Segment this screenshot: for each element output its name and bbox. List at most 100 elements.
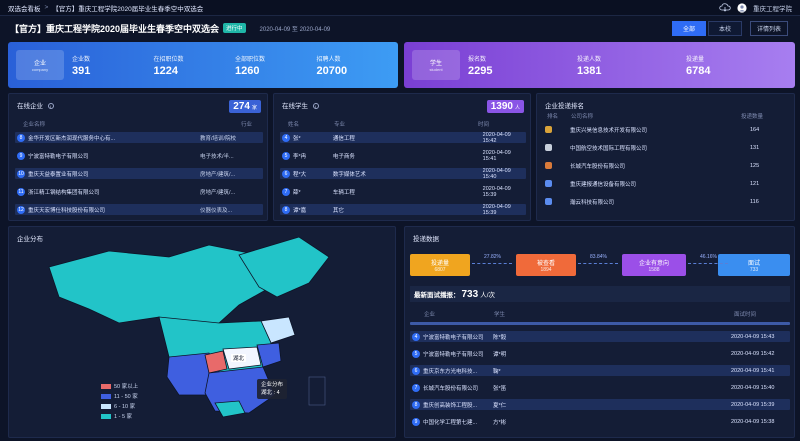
company-name: 中国航空技术国际工程有限公司	[570, 145, 648, 152]
table-row[interactable]: 6 重庆京东方光电科技... 鞠* 2020-04-09 15:41	[410, 365, 790, 376]
stat-label: 在招职位数	[153, 56, 184, 63]
time: 2020-04-09 15:41	[731, 367, 775, 374]
interview-broadcast: 最新面试播报： 733 人/次	[410, 286, 790, 302]
table-row[interactable]: 7 长城汽车股份有限公司 张*笛 2020-04-09 15:40	[410, 382, 790, 393]
student-icon-sub: student	[429, 67, 443, 72]
map-region-guangdong[interactable]	[214, 400, 246, 418]
legend-label: 11 - 50 家	[114, 394, 138, 400]
industry: 教育/培训/院校	[200, 135, 237, 142]
table-row[interactable]: 8 谭*嘉 其它 2020-04-09 15:39	[280, 203, 526, 216]
row-number: 7	[412, 383, 420, 392]
row-number: 6	[282, 169, 290, 178]
stage-label: 投递量	[430, 260, 449, 267]
company-stats-card: 企业 company 企业数 391 在招职位数 1224 全部职位数 1260 招聘…	[8, 42, 398, 88]
stat-label: 招聘人数	[316, 56, 341, 63]
scope-tabs: 全部 本校 详情列表	[671, 21, 788, 36]
ranking-row[interactable]: 重庆建报通信设备有限公司 121	[545, 178, 789, 189]
cloud-download-icon[interactable]	[719, 3, 731, 12]
top-bar: 双选会看板 > 【官方】重庆工程学院2020届毕业生春季空中双选会 重庆工程学院	[0, 0, 800, 16]
student-name: 李*冉	[292, 153, 307, 160]
funnel-stage[interactable]: 面试 733	[718, 254, 790, 276]
count-unit: 人	[514, 105, 520, 111]
company-name: 重庆兴昊信息技术开发有限公司	[570, 127, 648, 134]
map-region-east[interactable]	[256, 342, 282, 368]
breadcrumb-separator: >	[44, 4, 49, 11]
time: 2020-04-09 15:39	[731, 401, 775, 408]
student-name: 谭*嘉	[292, 207, 307, 214]
student-icon: 学生 student	[412, 50, 460, 80]
china-map[interactable]	[9, 227, 397, 439]
map-region-west[interactable]	[48, 244, 272, 328]
table-row[interactable]: 7 薛* 车辆工程 2020-04-09 15:39	[280, 186, 526, 198]
online-students-title: 在线学生	[282, 103, 308, 110]
major: 车辆工程	[332, 189, 355, 196]
interview-count: 733	[461, 288, 479, 300]
student-name: 陈*毅	[493, 334, 507, 341]
table-row[interactable]: 8 重庆创高装饰工程股... 夏*仁 2020-04-09 15:39	[410, 399, 790, 410]
legend-item: 50 家以上	[101, 382, 138, 390]
table-row[interactable]: 4 宁波富特勒电子有限公司 陈*毅 2020-04-09 15:43	[410, 331, 790, 342]
legend-swatch	[101, 413, 111, 419]
table-row[interactable]: 9 中国化学工程第七建... 方*彬 2020-04-09 15:38	[410, 416, 790, 427]
rank-medal-icon	[545, 144, 552, 151]
table-row[interactable]: 11 浙江精工钢结构集团有限公司 房地产/建筑/...	[15, 186, 263, 197]
funnel-stage[interactable]: 投递量 6807	[410, 254, 470, 276]
map-region-north[interactable]	[238, 236, 330, 298]
major: 数字媒体艺术	[332, 171, 366, 178]
time: 2020-04-09 15:38	[731, 418, 775, 425]
stat-value: 20700	[316, 64, 348, 77]
stage-value: 6807	[434, 266, 446, 273]
map-tooltip: 企业分布 湖北 : 4	[257, 379, 288, 399]
distribution-title: 企业分布	[17, 236, 43, 243]
legend-label: 6 - 10 家	[114, 404, 136, 410]
student-name: 夏*仁	[493, 402, 507, 409]
stat-applications: 投递量 6784	[686, 54, 795, 77]
table-row[interactable]: 5 李*冉 电子商务 2020-04-09 15:41	[280, 150, 526, 162]
arrow-icon	[472, 263, 512, 264]
breadcrumb-home[interactable]: 双选会看板	[8, 5, 41, 13]
count-value: 1390	[490, 101, 513, 112]
rank-medal-icon	[545, 198, 552, 205]
school-name[interactable]: 重庆工程学院	[753, 5, 792, 13]
time: 2020-04-09 15:43	[731, 333, 775, 340]
info-icon[interactable]: i	[47, 103, 54, 109]
stage-value: 1588	[648, 266, 660, 273]
tab-school[interactable]: 本校	[707, 21, 742, 36]
stat-label: 报名数	[468, 56, 487, 63]
funnel-stage[interactable]: 企业有意向 1588	[622, 254, 686, 276]
map-region-chongqing[interactable]	[204, 350, 228, 374]
table-row[interactable]: 12 重庆天宏博仕科技股份有限公司 仪器仪表及...	[15, 204, 263, 215]
table-row[interactable]: 9 宁波富特勒电子有限公司 电子技术/半...	[15, 150, 263, 161]
funnel-stage[interactable]: 被查看 1894	[516, 254, 576, 276]
row-number: 11	[17, 187, 25, 196]
table-row[interactable]: 10 重庆天益泰置业有限公司 房地产/建筑/...	[15, 168, 263, 179]
ranking-row[interactable]: 长城汽车股份有限公司 125	[545, 160, 789, 171]
avatar-icon[interactable]	[737, 2, 747, 13]
stat-label: 全部职位数	[235, 56, 266, 63]
time: 2020-04-09 15:39	[482, 203, 511, 216]
company-name: 金华开发区新杰润现代服务中心有...	[28, 135, 116, 142]
table-row[interactable]: 8 金华开发区新杰润现代服务中心有... 教育/培训/院校	[15, 132, 263, 143]
time: 2020-04-09 15:40	[482, 167, 511, 180]
details-list-button[interactable]: 详情列表	[749, 21, 788, 36]
row-number: 4	[282, 133, 290, 142]
delivery-count: 121	[750, 180, 760, 187]
map-region-south[interactable]	[204, 366, 276, 414]
ranking-row[interactable]: 重庆兴昊信息技术开发有限公司 164	[545, 124, 789, 135]
company-icon: 企业 company	[16, 50, 64, 80]
table-row[interactable]: 6 程*大 数字媒体艺术 2020-04-09 15:40	[280, 167, 526, 180]
map-label-hubei: 湖北	[231, 354, 247, 362]
company-name: 重庆天益泰置业有限公司	[28, 171, 89, 178]
info-icon[interactable]: i	[312, 103, 319, 109]
row-number: 9	[17, 151, 25, 160]
table-row[interactable]: 5 宁波富特勒电子有限公司 谭*明 2020-04-09 15:42	[410, 348, 790, 359]
stage-value: 1894	[540, 266, 552, 273]
ranking-panel: 企业投递排名 排名 公司名称 投递数量 重庆兴昊信息技术开发有限公司 164 中国航…	[536, 93, 795, 221]
ranking-row[interactable]: 瀚云科技有限公司 116	[545, 196, 789, 207]
table-row[interactable]: 4 张* 通信工程 2020-04-09 15:42	[280, 132, 526, 144]
time: 2020-04-09 15:40	[731, 384, 775, 391]
industry: 电子技术/半...	[200, 153, 234, 160]
ranking-row[interactable]: 中国航空技术国际工程有限公司 131	[545, 142, 789, 153]
tab-all[interactable]: 全部	[671, 21, 706, 36]
scroll-divider	[410, 322, 790, 325]
